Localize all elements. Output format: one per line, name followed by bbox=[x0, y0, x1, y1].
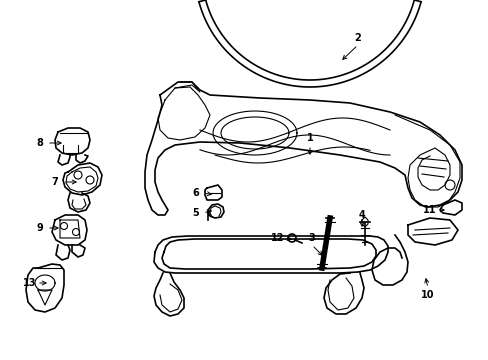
Text: 4: 4 bbox=[358, 210, 365, 220]
Text: 1: 1 bbox=[306, 133, 313, 143]
Text: 9: 9 bbox=[37, 223, 43, 233]
Text: 8: 8 bbox=[37, 138, 43, 148]
Text: 2: 2 bbox=[354, 33, 361, 43]
Text: 10: 10 bbox=[420, 290, 434, 300]
Text: 12: 12 bbox=[271, 233, 284, 243]
Text: 7: 7 bbox=[52, 177, 58, 187]
Text: 13: 13 bbox=[23, 278, 37, 288]
Text: 6: 6 bbox=[192, 188, 199, 198]
Text: 5: 5 bbox=[192, 208, 199, 218]
Text: 11: 11 bbox=[423, 205, 436, 215]
Text: 3: 3 bbox=[308, 233, 315, 243]
